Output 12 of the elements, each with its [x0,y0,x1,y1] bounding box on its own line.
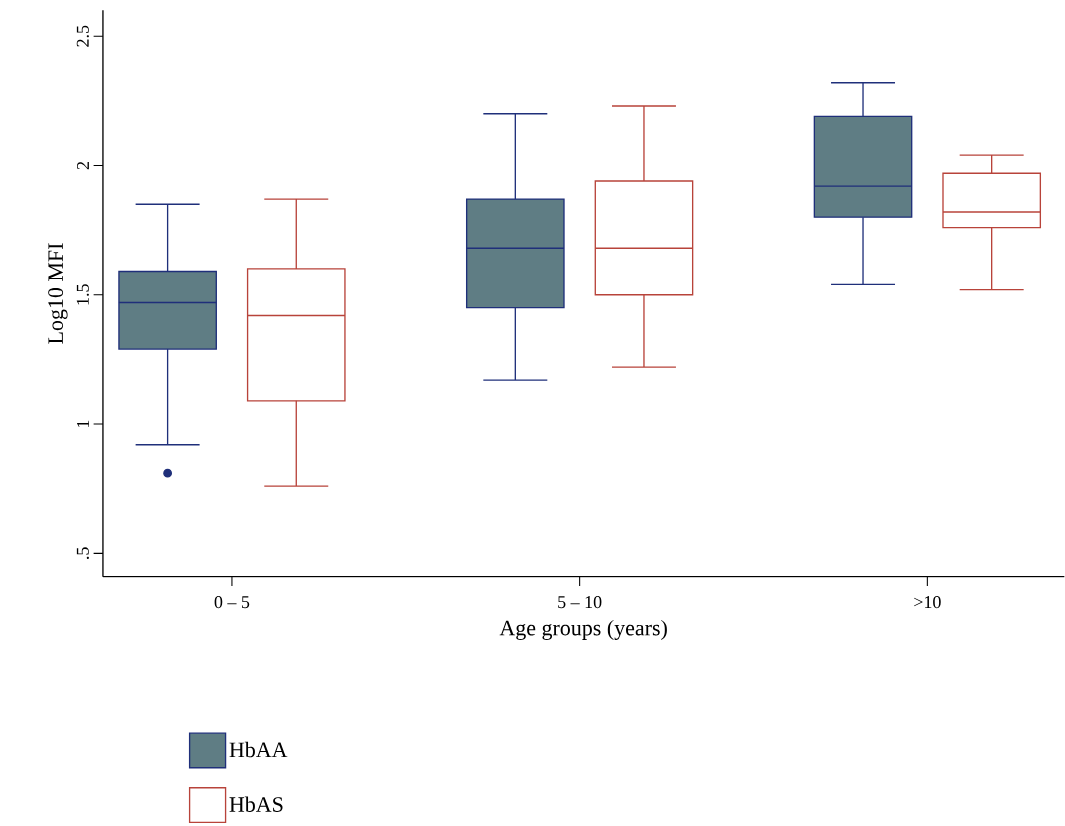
y-axis-title: Log10 MFI [48,243,68,344]
y-tick-label: .5 [76,547,89,560]
y-tick-label: 1 [77,420,89,428]
y-tick-label: 1.5 [76,284,89,305]
x-axis-title: Age groups (years) [499,620,667,641]
x-tick-label: >10 [914,596,941,609]
x-tick-label: 5 – 10 [558,596,602,609]
x-tick-label: 0 – 5 [214,596,250,609]
legend-label: HbAS [229,796,283,813]
legend-label: HbAA [229,741,288,758]
y-tick-label: 2.5 [76,25,89,47]
y-tick-label: 2 [76,162,89,170]
